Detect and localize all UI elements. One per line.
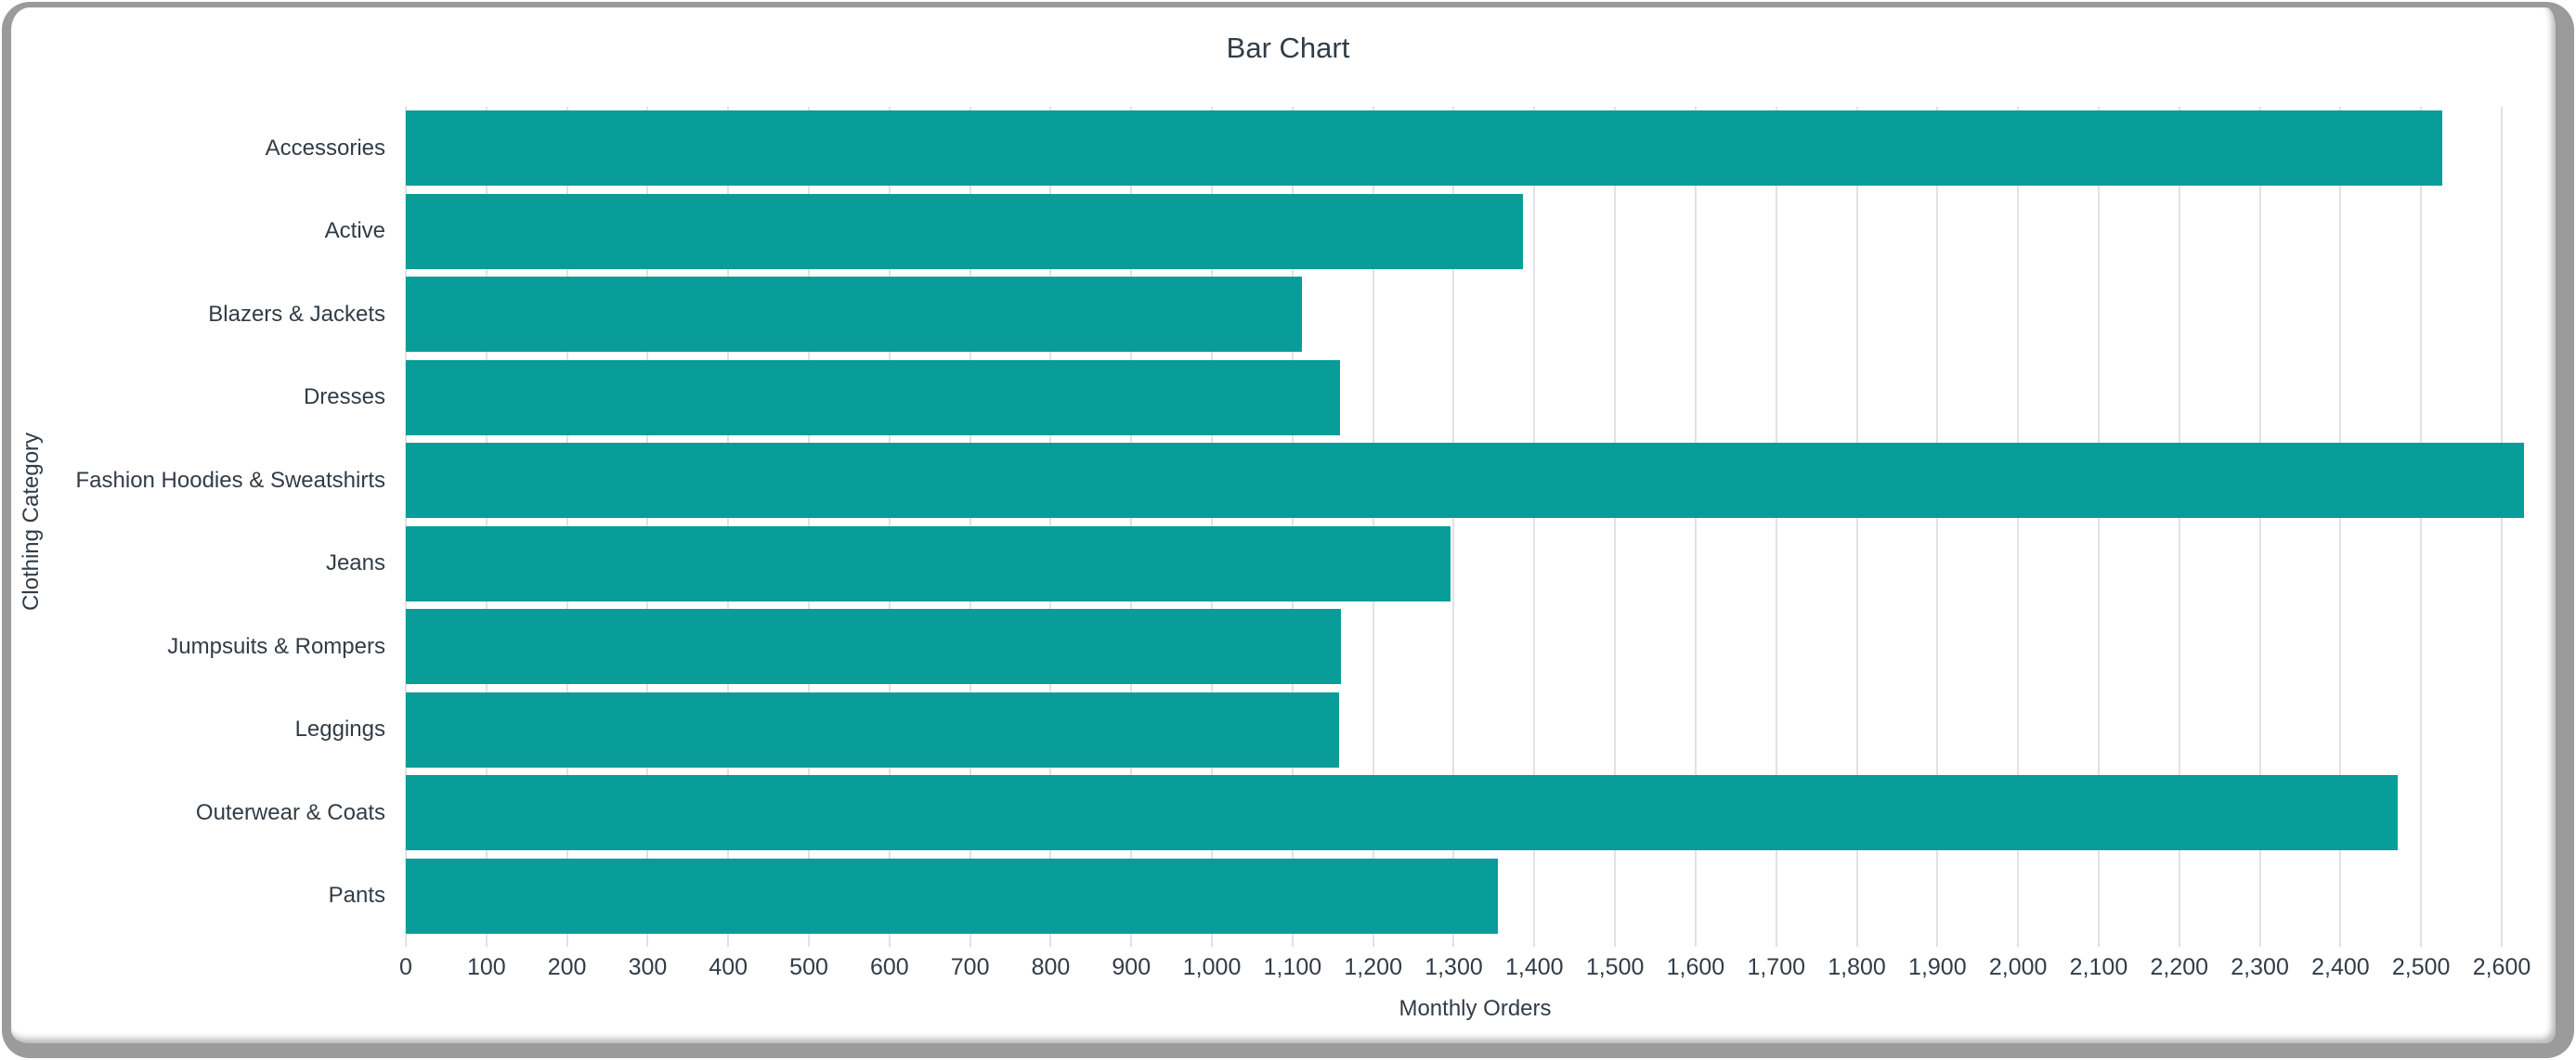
category-label: Outerwear & Coats [195,799,385,825]
gridline [1533,107,1536,947]
x-tick-label: 2,200 [2150,954,2209,980]
gridline [2420,107,2423,947]
bar-row [406,605,2544,689]
chart-title: Bar Chart [1226,32,1350,64]
x-tick-label: 2,300 [2231,954,2289,980]
bar-jeans[interactable] [406,525,1451,601]
y-axis-title: Clothing Category [19,432,44,612]
category-label: Jeans [325,550,385,576]
bar-row [406,107,2544,190]
x-tick-label: 1,900 [1908,954,1967,980]
x-tick-label: 100 [466,954,506,980]
category-label: Fashion Hoodies & Sweatshirts [75,467,386,493]
x-tick-label: 1,600 [1666,954,1725,980]
x-tick-label: 2,000 [1988,954,2048,980]
bar-row [406,855,2544,938]
category-label: Leggings [294,717,385,743]
bar-accessories[interactable] [406,110,2442,187]
x-tick-label: 2,600 [2472,954,2531,980]
bar-blazers-jackets[interactable] [406,277,1303,353]
x-tick-label: 2,500 [2391,954,2451,980]
x-tick-label: 900 [1112,954,1151,980]
bar-fashion-hoodies-sweatshirts[interactable] [406,443,2525,519]
category-label: Accessories [265,135,385,161]
x-tick-label: 1,000 [1182,954,1242,980]
bar-row [406,523,2544,606]
bar-row [406,190,2544,274]
bar-row [406,273,2544,356]
x-tick-label: 1,500 [1585,954,1645,980]
gridline [1614,107,1617,947]
x-tick-label: 1,400 [1505,954,1564,980]
gridline [2017,107,2020,947]
bar-row [406,771,2544,855]
x-tick-label: 600 [869,954,909,980]
gridline [2500,107,2503,947]
gridline [2178,107,2180,947]
x-tick-label: 200 [547,954,587,980]
category-label: Blazers & Jackets [208,301,385,327]
gridline [2258,107,2261,947]
plot-area [405,107,2544,947]
x-tick-label: 400 [709,954,748,980]
bar-row [406,356,2544,440]
gridline [1694,107,1697,947]
x-tick-label: 0 [399,954,412,980]
x-tick-label: 1,200 [1344,954,1402,980]
gridline [1936,107,1939,947]
bar-pants[interactable] [406,858,1499,934]
category-label: Dresses [303,384,385,410]
x-axis-title: Monthly Orders [1399,996,1552,1021]
gridline [2097,107,2100,947]
gridline [1775,107,1777,947]
x-tick-label: 2,100 [2069,954,2128,980]
x-tick-label: 1,100 [1263,954,1322,980]
category-label: Active [324,218,385,244]
category-label: Jumpsuits & Rompers [167,633,385,659]
x-tick-label: 700 [950,954,990,980]
x-tick-label: 800 [1031,954,1071,980]
category-label: Pants [328,883,385,909]
bar-leggings[interactable] [406,692,1340,768]
x-tick-label: 500 [789,954,828,980]
x-tick-label: 1,300 [1425,954,1483,980]
bar-outerwear-coats[interactable] [406,775,2398,851]
bar-row [406,439,2544,523]
x-tick-label: 300 [628,954,668,980]
gridline [1452,107,1455,947]
bar-row [406,689,2544,772]
x-tick-label: 1,800 [1828,954,1886,980]
gridline [2339,107,2342,947]
gridline [1855,107,1858,947]
x-tick-label: 1,700 [1747,954,1805,980]
bar-jumpsuits-rompers[interactable] [406,609,1341,685]
bar-active[interactable] [406,193,1524,269]
bar-dresses[interactable] [406,359,1341,435]
x-tick-label: 2,400 [2311,954,2370,980]
